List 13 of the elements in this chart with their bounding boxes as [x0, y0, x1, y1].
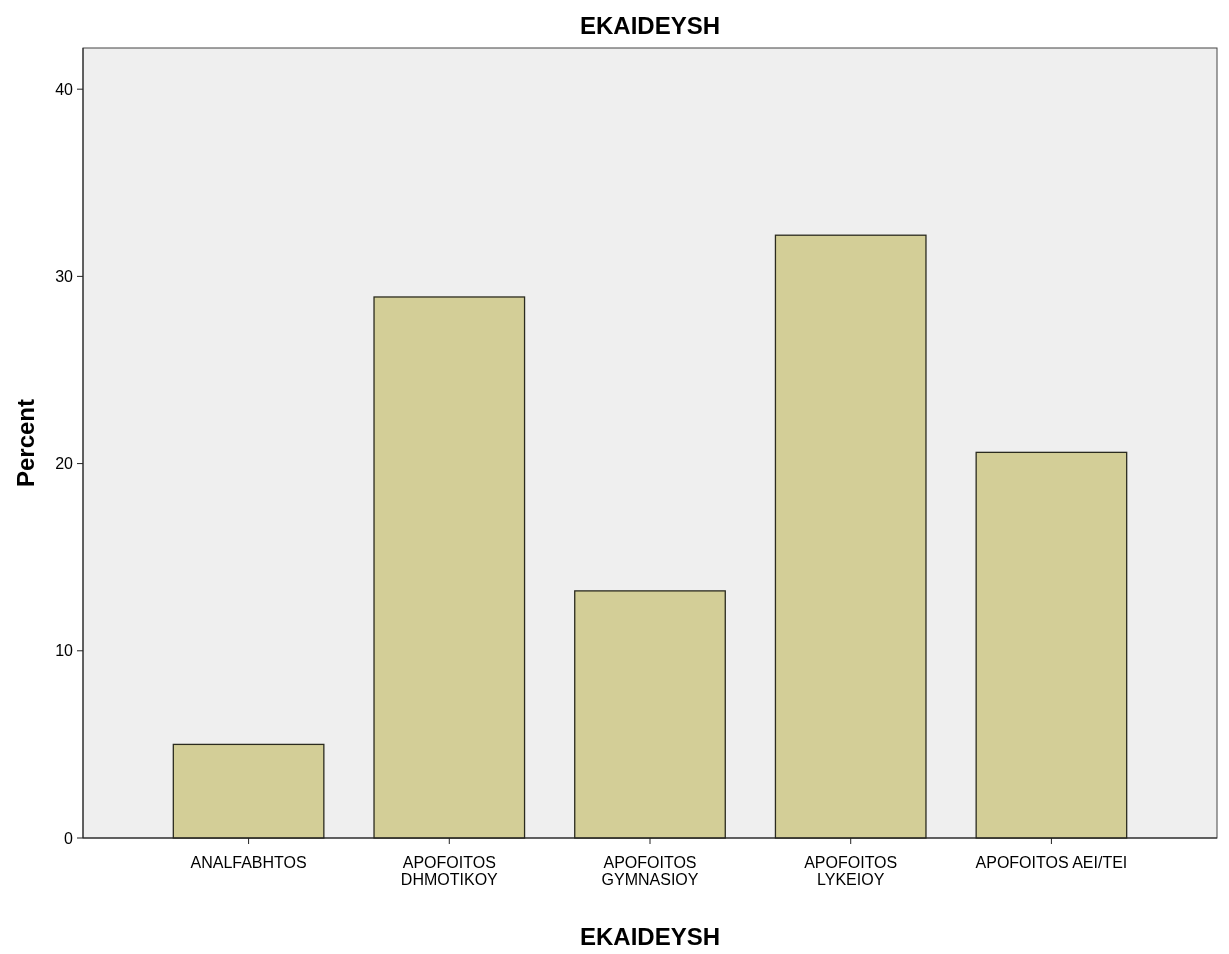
- y-tick-label: 40: [55, 80, 74, 98]
- x-tick-label: APOFOITOS AEI/TEI: [975, 854, 1128, 871]
- y-tick-label: 0: [64, 829, 74, 847]
- x-axis-title: EKAIDEYSH: [579, 923, 721, 950]
- x-tick-label: ANALFABHTOS: [190, 854, 307, 871]
- y-tick-label: 20: [55, 455, 74, 473]
- y-tick-label: 30: [55, 267, 74, 285]
- y-axis-title: Percent: [12, 398, 39, 488]
- x-tick-label: APOFOITOS GYMNASIOY: [601, 854, 699, 888]
- x-tick-label: APOFOITOS LYKEIOY: [804, 854, 898, 888]
- x-tick-label: APOFOITOS DHMOTIKOY: [400, 854, 499, 888]
- y-tick-label: 10: [55, 642, 74, 660]
- chart-title: EKAIDEYSH: [579, 12, 721, 39]
